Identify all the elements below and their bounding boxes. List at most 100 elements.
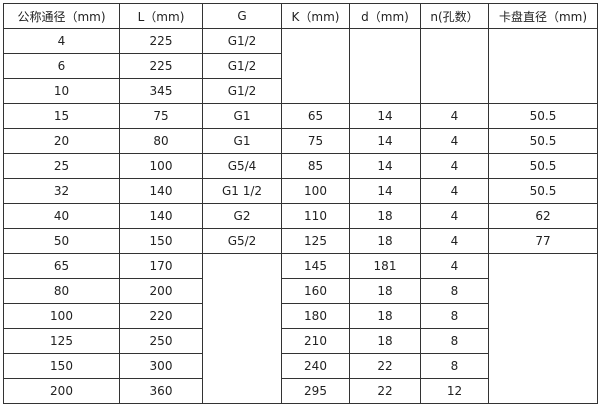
cell-nominal-diameter: 6 xyxy=(3,53,120,79)
cell-thread-g: G2 xyxy=(202,203,282,229)
cell-thread-g: G1 xyxy=(202,103,282,129)
cell-k xyxy=(281,28,350,104)
table-row: 20 80 G1 75 14 4 50.5 xyxy=(3,128,598,154)
header-thread-g: G xyxy=(202,3,282,29)
cell-chuck-diameter: 62 xyxy=(488,203,598,229)
cell-thread-g: G1/2 xyxy=(202,53,282,79)
cell-nominal-diameter: 40 xyxy=(3,203,120,229)
cell-hole-count: 4 xyxy=(420,228,489,254)
table-row: 25 100 G5/4 85 14 4 50.5 xyxy=(3,153,598,179)
header-row: 公称通径（mm) L（mm) G K（mm) d（mm) n(孔数） 卡盘直径（mm) xyxy=(3,3,598,29)
cell-chuck-diameter: 77 xyxy=(488,228,598,254)
cell-length: 250 xyxy=(119,328,203,354)
header-k: K（mm) xyxy=(281,3,350,29)
cell-k: 75 xyxy=(281,128,350,154)
cell-k: 160 xyxy=(281,278,350,304)
cell-nominal-diameter: 32 xyxy=(3,178,120,204)
cell-chuck-diameter: 50.5 xyxy=(488,103,598,129)
cell-nominal-diameter: 25 xyxy=(3,153,120,179)
cell-nominal-diameter: 65 xyxy=(3,253,120,279)
cell-chuck-diameter: 50.5 xyxy=(488,128,598,154)
cell-length: 300 xyxy=(119,353,203,379)
cell-chuck-diameter: 50.5 xyxy=(488,178,598,204)
cell-d: 14 xyxy=(349,103,421,129)
cell-thread-g: G1 1/2 xyxy=(202,178,282,204)
cell-hole-count: 4 xyxy=(420,203,489,229)
header-hole-count: n(孔数） xyxy=(420,3,489,29)
cell-nominal-diameter: 4 xyxy=(3,28,120,54)
cell-length: 225 xyxy=(119,28,203,54)
cell-hole-count: 4 xyxy=(420,128,489,154)
cell-d: 14 xyxy=(349,153,421,179)
cell-thread-g xyxy=(202,253,282,404)
cell-d: 18 xyxy=(349,328,421,354)
table-row: 80 200 160 18 8 xyxy=(3,278,598,304)
header-length: L（mm) xyxy=(119,3,203,29)
cell-k: 295 xyxy=(281,378,350,404)
cell-length: 75 xyxy=(119,103,203,129)
cell-k: 125 xyxy=(281,228,350,254)
header-chuck-diameter: 卡盘直径（mm) xyxy=(488,3,598,29)
cell-nominal-diameter: 20 xyxy=(3,128,120,154)
table-row: 32 140 G1 1/2 100 14 4 50.5 xyxy=(3,178,598,204)
cell-k: 240 xyxy=(281,353,350,379)
cell-d: 18 xyxy=(349,203,421,229)
cell-length: 170 xyxy=(119,253,203,279)
cell-nominal-diameter: 125 xyxy=(3,328,120,354)
cell-length: 100 xyxy=(119,153,203,179)
cell-length: 140 xyxy=(119,203,203,229)
cell-length: 140 xyxy=(119,178,203,204)
cell-length: 220 xyxy=(119,303,203,329)
cell-d: 18 xyxy=(349,303,421,329)
cell-chuck-diameter xyxy=(488,253,598,404)
header-d: d（mm) xyxy=(349,3,421,29)
table-row: 50 150 G5/2 125 18 4 77 xyxy=(3,228,598,254)
cell-k: 110 xyxy=(281,203,350,229)
cell-k: 65 xyxy=(281,103,350,129)
cell-nominal-diameter: 10 xyxy=(3,78,120,104)
cell-thread-g: G1/2 xyxy=(202,28,282,54)
header-nominal-diameter: 公称通径（mm) xyxy=(3,3,120,29)
cell-nominal-diameter: 150 xyxy=(3,353,120,379)
table-row: 150 300 240 22 8 xyxy=(3,353,598,379)
table-row: 65 170 145 181 4 xyxy=(3,253,598,404)
table-row: 6 225 G1/2 xyxy=(3,53,598,79)
cell-thread-g: G1 xyxy=(202,128,282,154)
table-row: 200 360 295 22 12 xyxy=(3,378,598,404)
cell-hole-count: 4 xyxy=(420,103,489,129)
cell-nominal-diameter: 200 xyxy=(3,378,120,404)
cell-d: 22 xyxy=(349,378,421,404)
cell-chuck-diameter: 50.5 xyxy=(488,153,598,179)
cell-hole-count: 12 xyxy=(420,378,489,404)
table-row: 4 225 G1/2 xyxy=(3,28,598,104)
cell-d: 181 xyxy=(349,253,421,279)
cell-length: 200 xyxy=(119,278,203,304)
table-row: 15 75 G1 65 14 4 50.5 xyxy=(3,103,598,129)
cell-length: 360 xyxy=(119,378,203,404)
cell-hole-count: 4 xyxy=(420,178,489,204)
cell-k: 100 xyxy=(281,178,350,204)
cell-k: 210 xyxy=(281,328,350,354)
table-row: 125 250 210 18 8 xyxy=(3,328,598,354)
cell-hole-count: 8 xyxy=(420,353,489,379)
cell-length: 150 xyxy=(119,228,203,254)
cell-thread-g: G5/2 xyxy=(202,228,282,254)
cell-nominal-diameter: 50 xyxy=(3,228,120,254)
cell-length: 225 xyxy=(119,53,203,79)
cell-length: 345 xyxy=(119,78,203,104)
cell-hole-count: 8 xyxy=(420,303,489,329)
cell-d: 22 xyxy=(349,353,421,379)
cell-d: 14 xyxy=(349,178,421,204)
cell-k: 180 xyxy=(281,303,350,329)
cell-hole-count: 4 xyxy=(420,253,489,279)
cell-d xyxy=(349,28,421,104)
cell-d: 18 xyxy=(349,278,421,304)
table-row: 40 140 G2 110 18 4 62 xyxy=(3,203,598,229)
cell-hole-count: 8 xyxy=(420,328,489,354)
cell-d: 18 xyxy=(349,228,421,254)
cell-thread-g: G5/4 xyxy=(202,153,282,179)
cell-k: 145 xyxy=(281,253,350,279)
cell-nominal-diameter: 100 xyxy=(3,303,120,329)
cell-chuck-diameter xyxy=(488,28,598,104)
